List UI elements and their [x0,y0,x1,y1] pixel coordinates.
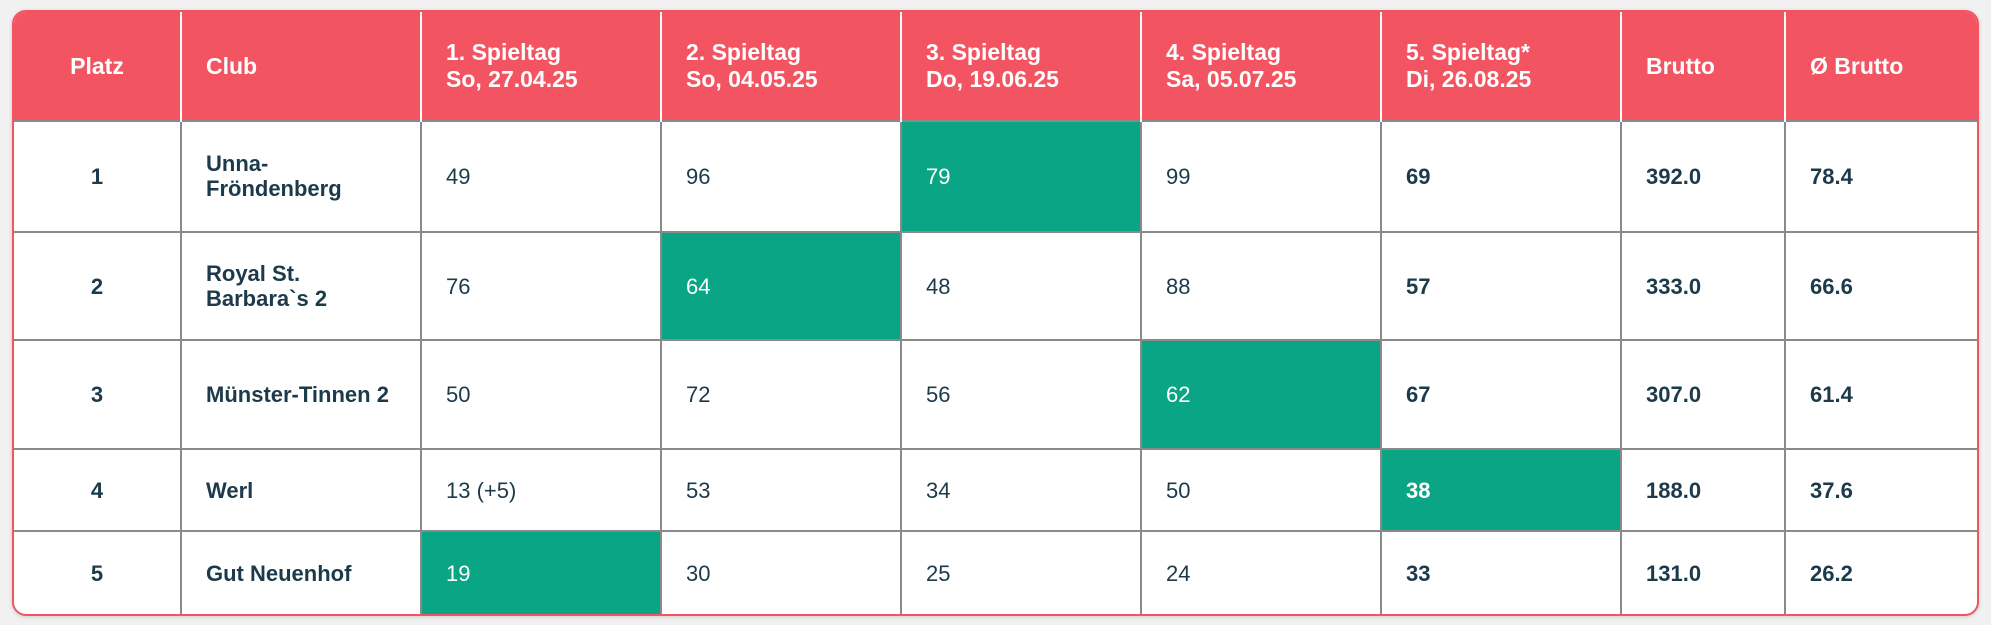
table-cell: Royal St. Barbara`s 2 [180,230,422,342]
header-line: 3. Spieltag [926,39,1042,65]
header-line: Platz [70,52,124,79]
table-body: 1 Unna-Fröndenberg 49 96 79 99 69 392.0 78.4 2 Roy… [14,120,1977,614]
table-cell: 67 [1380,339,1622,450]
column-header: Brutto [1620,12,1785,121]
header-line: So, 27.04.25 [446,66,578,92]
header-line: 1. Spieltag [446,39,562,65]
table-cell: 38 [1380,447,1622,533]
table-cell: 57 [1380,230,1622,342]
table-cell: 5 [14,530,182,614]
table-cell: 307.0 [1620,339,1786,450]
column-header: 5. Spieltag* Di, 26.08.25 [1380,12,1621,121]
header-line: 5. Spieltag* [1406,39,1530,65]
table-cell: 33 [1380,530,1622,614]
column-header: 4. Spieltag Sa, 05.07.25 [1140,12,1381,121]
header-line: Brutto [1646,52,1715,79]
table-cell: 2 [14,230,182,342]
table-cell: 61.4 [1784,339,1977,450]
table-cell: 131.0 [1620,530,1786,614]
header-line: Do, 19.06.25 [926,66,1059,92]
table-row: 4 Werl 13 (+5) 53 34 50 38 188.0 37.6 [14,447,1977,533]
column-header: 3. Spieltag Do, 19.06.25 [900,12,1141,121]
column-header: Ø Brutto [1784,12,1977,121]
header-line: Sa, 05.07.25 [1166,66,1297,92]
table-cell: 1 [14,120,182,233]
table-row: 3 Münster-Tinnen 2 50 72 56 62 67 307.0 61.4 [14,339,1977,450]
standings-card: Platz Club 1. Spieltag So, 27.04.25 2. Spiel… [12,10,1979,616]
table-cell: 24 [1140,530,1382,614]
table-cell: 66.6 [1784,230,1977,342]
table-cell: 25 [900,530,1142,614]
table-cell: 76 [420,230,662,342]
header-line: Di, 26.08.25 [1406,66,1532,92]
table-cell: 99 [1140,120,1382,233]
table-cell: Münster-Tinnen 2 [180,339,422,450]
header-line: Ø Brutto [1810,52,1904,79]
table-cell: 37.6 [1784,447,1977,533]
table-cell: 188.0 [1620,447,1786,533]
table-cell: Unna-Fröndenberg [180,120,422,233]
table-cell: 19 [420,530,662,614]
table-cell: 392.0 [1620,120,1786,233]
table-header: Platz Club 1. Spieltag So, 27.04.25 2. Spiel… [14,12,1977,121]
table-row: 2 Royal St. Barbara`s 2 76 64 48 88 57 333.0 66.… [14,230,1977,342]
table-cell: 30 [660,530,902,614]
table-cell: 64 [660,230,902,342]
table-cell: 79 [900,120,1142,233]
table-cell: 49 [420,120,662,233]
header-line: Club [206,52,258,79]
table-cell: 96 [660,120,902,233]
column-header: Club [180,12,421,121]
table-cell: 34 [900,447,1142,533]
table-cell: 50 [420,339,662,450]
table-row: 1 Unna-Fröndenberg 49 96 79 99 69 392.0 78.4 [14,120,1977,233]
table-cell: 13 (+5) [420,447,662,533]
table-cell: 69 [1380,120,1622,233]
table-cell: 62 [1140,339,1382,450]
table-cell: 53 [660,447,902,533]
table-cell: 48 [900,230,1142,342]
standings-table: Platz Club 1. Spieltag So, 27.04.25 2. Spiel… [14,12,1977,614]
table-cell: 50 [1140,447,1382,533]
table-cell: 88 [1140,230,1382,342]
table-cell: 72 [660,339,902,450]
header-line: 4. Spieltag [1166,39,1282,65]
column-header: 1. Spieltag So, 27.04.25 [420,12,661,121]
table-cell: 26.2 [1784,530,1977,614]
header-row: Platz Club 1. Spieltag So, 27.04.25 2. Spiel… [14,12,1977,121]
table-cell: Gut Neuenhof [180,530,422,614]
column-header: Platz [14,12,181,121]
table-cell: 3 [14,339,182,450]
table-cell: 56 [900,339,1142,450]
header-line: So, 04.05.25 [686,66,818,92]
table-row: 5 Gut Neuenhof 19 30 25 24 33 131.0 26.2 [14,530,1977,614]
table-cell: Werl [180,447,422,533]
header-line: 2. Spieltag [686,39,802,65]
table-cell: 333.0 [1620,230,1786,342]
table-cell: 4 [14,447,182,533]
table-cell: 78.4 [1784,120,1977,233]
column-header: 2. Spieltag So, 04.05.25 [660,12,901,121]
